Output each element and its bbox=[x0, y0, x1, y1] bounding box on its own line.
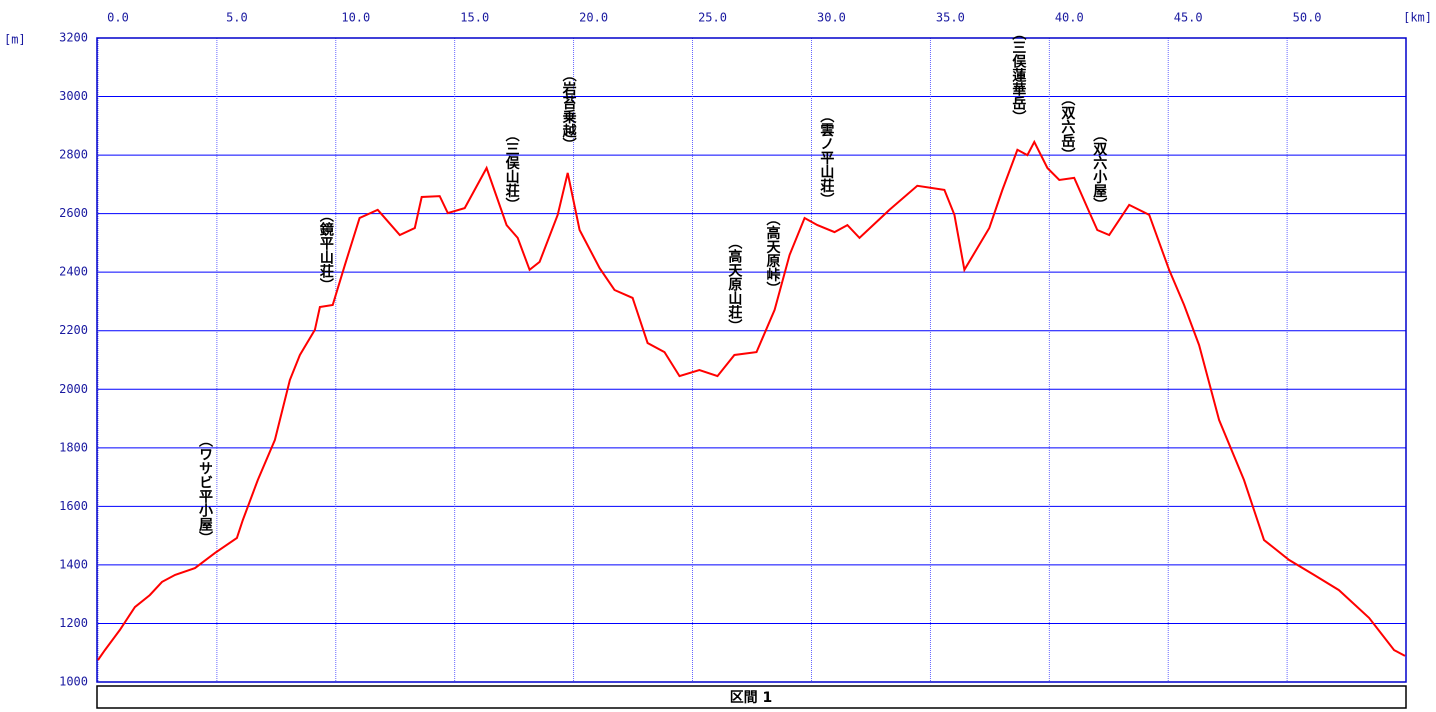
x-axis-label: [km] bbox=[1403, 11, 1432, 25]
y-tick-label: 1800 bbox=[59, 440, 88, 454]
x-tick-label: 30.0 bbox=[817, 11, 846, 25]
x-tick-label: 50.0 bbox=[1293, 11, 1322, 25]
annotation: （双六小屋） bbox=[1091, 128, 1108, 212]
x-tick-label: 35.0 bbox=[936, 11, 965, 25]
x-tick-label: 0.0 bbox=[107, 11, 129, 25]
y-tick-label: 1600 bbox=[59, 499, 88, 513]
y-axis-label: [m] bbox=[4, 33, 26, 47]
annotation: （鏡平山荘） bbox=[318, 208, 335, 292]
plot-area: 1000 1200 1400 1600 1800 2000 2200 2400 2600 2800… bbox=[59, 11, 1407, 689]
y-tick-label: 2800 bbox=[59, 148, 88, 162]
y-tick-label: 3200 bbox=[59, 31, 88, 45]
section-box bbox=[96, 685, 1407, 709]
section-label: 区間 1 bbox=[730, 690, 773, 706]
y-tick-label: 2000 bbox=[59, 382, 88, 396]
y-tick-label: 1000 bbox=[59, 675, 88, 689]
y-tick-label: 3000 bbox=[59, 89, 88, 103]
y-tick-label: 1400 bbox=[59, 557, 88, 571]
annotation: （三俣蓮華岳） bbox=[1010, 26, 1027, 124]
elevation-line bbox=[97, 139, 1406, 661]
x-tick-label: 5.0 bbox=[226, 11, 248, 25]
plot-frame bbox=[96, 37, 1407, 683]
x-tick-label: 40.0 bbox=[1055, 11, 1084, 25]
x-tick-label: 20.0 bbox=[579, 11, 608, 25]
y-tick-label: 2400 bbox=[59, 265, 88, 279]
annotation: （ワサビ平小屋） bbox=[197, 433, 214, 545]
y-tick-label: 2200 bbox=[59, 323, 88, 337]
y-tick-label: 2600 bbox=[59, 206, 88, 220]
y-tick-label: 1200 bbox=[59, 616, 88, 630]
annotation: （雲ノ平山荘） bbox=[818, 109, 835, 207]
x-tick-label: 45.0 bbox=[1174, 11, 1203, 25]
annotation: （双六岳） bbox=[1059, 92, 1076, 162]
annotation: （三俣山荘） bbox=[504, 128, 521, 212]
annotation: （高天原山荘） bbox=[726, 235, 743, 333]
annotation: （高天原峠） bbox=[764, 212, 781, 296]
annotation: （岩苔乗越） bbox=[561, 68, 578, 152]
x-tick-label: 25.0 bbox=[698, 11, 727, 25]
x-tick-label: 10.0 bbox=[341, 11, 370, 25]
x-tick-label: 15.0 bbox=[460, 11, 489, 25]
